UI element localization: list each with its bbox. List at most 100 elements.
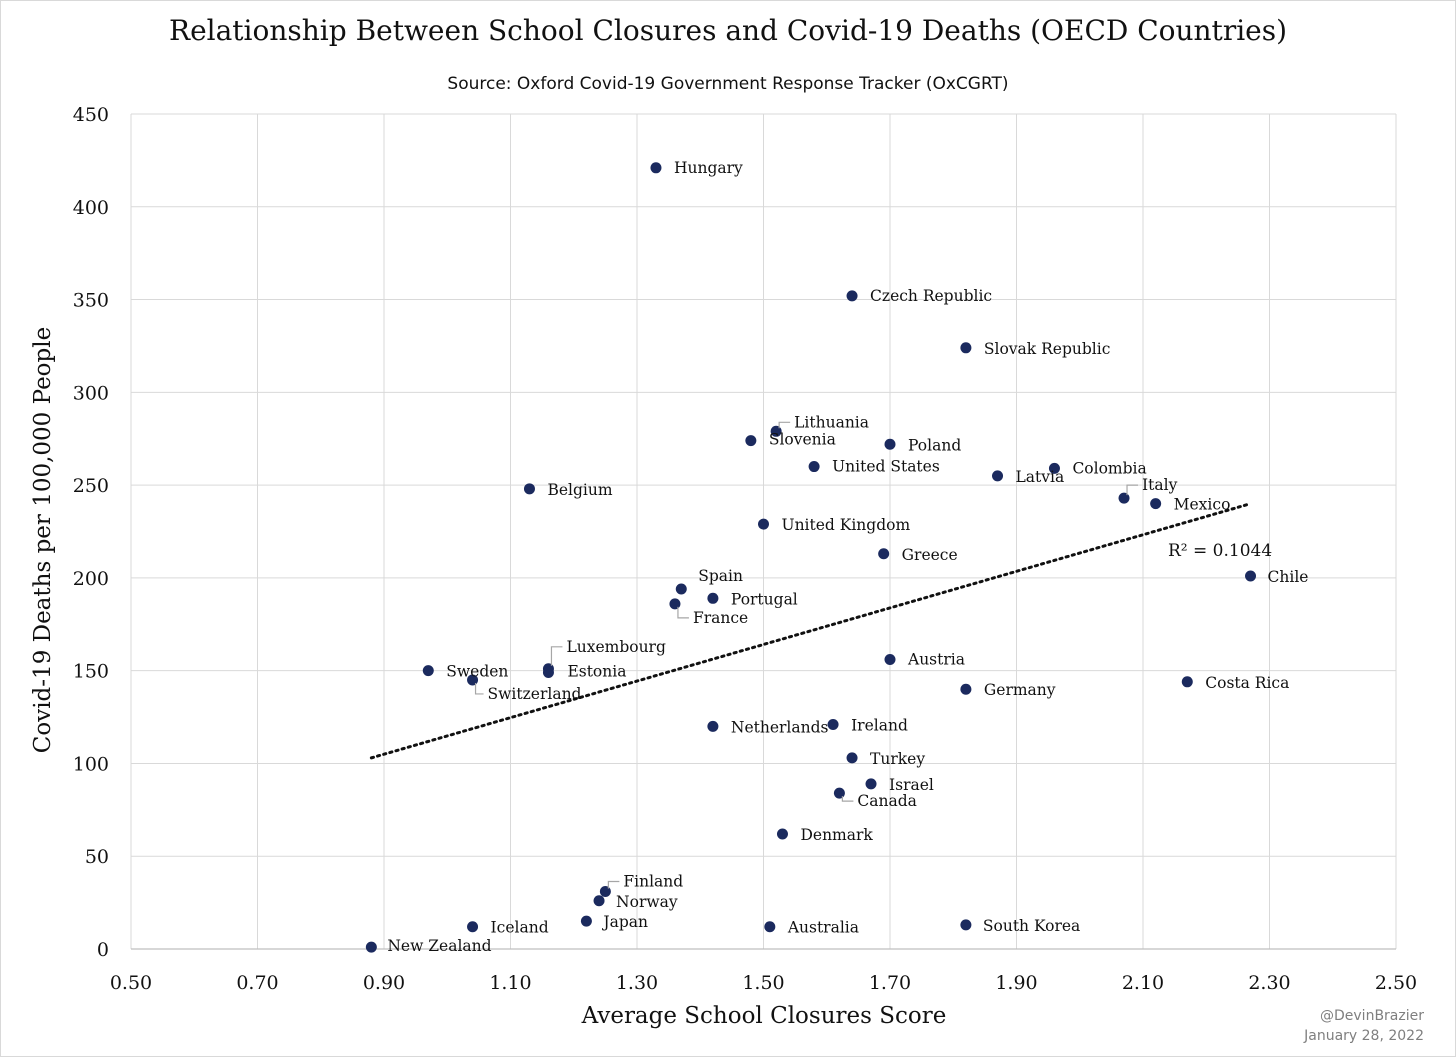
data-point <box>776 828 788 840</box>
y-tick-label: 300 <box>73 382 109 404</box>
point-label: Czech Republic <box>870 287 992 305</box>
label-leader-line <box>841 796 854 802</box>
data-point <box>1048 462 1060 474</box>
point-label: Slovak Republic <box>984 340 1111 358</box>
data-point <box>960 342 972 354</box>
y-tick-label: 100 <box>73 753 109 775</box>
author-handle: @DevinBrazier <box>1320 1008 1424 1024</box>
point-label: Switzerland <box>488 685 582 703</box>
data-point <box>1245 570 1257 582</box>
point-label: Latvia <box>1016 468 1065 486</box>
data-point <box>992 470 1004 482</box>
data-point <box>650 162 662 174</box>
point-label: Colombia <box>1072 459 1146 477</box>
data-point <box>846 290 858 302</box>
point-label: Norway <box>616 893 678 911</box>
data-point <box>758 518 769 530</box>
point-label: Luxembourg <box>566 638 666 656</box>
gridlines <box>130 113 1397 950</box>
point-label: United States <box>832 458 940 476</box>
data-point <box>542 667 554 679</box>
point-label: Costa Rica <box>1205 674 1289 692</box>
data-point <box>669 598 681 610</box>
data-point <box>1150 498 1162 510</box>
x-tick-label: 1.30 <box>616 972 658 994</box>
point-label: South Korea <box>983 917 1080 935</box>
point-label: Netherlands <box>731 718 829 736</box>
data-point <box>523 483 535 495</box>
label-leader-line <box>1126 484 1139 496</box>
point-label: Chile <box>1268 568 1309 586</box>
x-tick-label: 2.50 <box>1375 972 1417 994</box>
data-point <box>467 674 479 686</box>
point-label: Australia <box>787 919 859 937</box>
data-point <box>833 787 845 799</box>
x-tick-label: 2.10 <box>1122 972 1164 994</box>
point-label: Lithuania <box>794 413 869 431</box>
data-point <box>599 885 611 897</box>
point-label: Slovenia <box>769 431 836 449</box>
y-tick-label: 50 <box>85 846 109 868</box>
data-point <box>884 438 896 450</box>
data-point <box>365 941 377 953</box>
r-squared-label: R² = 0.1044 <box>1168 541 1272 561</box>
x-tick-label: 0.70 <box>236 972 278 994</box>
x-tick-label: 1.50 <box>742 972 784 994</box>
point-label: Poland <box>908 436 961 454</box>
point-label: Sweden <box>446 663 508 681</box>
point-label: Ireland <box>851 716 908 734</box>
label-leader-line <box>677 606 689 619</box>
x-tick-label: 0.50 <box>110 972 152 994</box>
point-label: Japan <box>601 913 648 931</box>
y-tick-label: 200 <box>73 568 109 590</box>
data-point <box>1118 492 1130 504</box>
data-points <box>365 162 1257 953</box>
point-label: Canada <box>857 792 917 810</box>
data-point <box>764 921 776 933</box>
y-tick-label: 150 <box>73 661 109 683</box>
point-label: Finland <box>623 872 683 890</box>
point-label: Estonia <box>567 663 626 681</box>
chart-subtitle: Source: Oxford Covid-19 Government Respo… <box>447 74 1009 94</box>
point-label: France <box>693 609 748 627</box>
chart-title: Relationship Between School Closures and… <box>168 14 1288 47</box>
point-label: Italy <box>1142 476 1178 494</box>
data-point <box>593 895 605 907</box>
data-point <box>884 654 896 666</box>
data-point <box>878 548 890 560</box>
x-axis-ticks: 0.50 0.70 0.90 1.10 1.30 1.50 1.70 1.90 2.10 2.30… <box>110 972 1417 994</box>
trendline <box>369 502 1253 760</box>
y-tick-label: 350 <box>73 290 109 312</box>
data-point <box>960 683 972 695</box>
y-tick-label: 0 <box>97 939 109 961</box>
point-label: Portugal <box>731 590 798 608</box>
data-point <box>960 919 972 931</box>
point-labels: Hungary Czech Republic Slovak Republic Lith… <box>387 159 1308 955</box>
label-leader-line <box>550 646 563 666</box>
point-label: Hungary <box>674 159 743 177</box>
point-label: United Kingdom <box>782 516 911 534</box>
point-label: Mexico <box>1174 496 1231 514</box>
y-axis-ticks: 0 50 100 150 200 250 300 350 400 450 <box>73 104 109 961</box>
data-point <box>770 425 782 437</box>
x-tick-label: 1.90 <box>995 972 1037 994</box>
data-point <box>707 592 719 604</box>
point-label: Austria <box>907 651 965 669</box>
y-tick-label: 250 <box>73 475 109 497</box>
data-point <box>846 752 858 764</box>
point-label: Greece <box>902 546 958 564</box>
point-label: Germany <box>984 681 1056 699</box>
data-point <box>745 435 757 447</box>
data-point <box>675 583 687 595</box>
label-leader-line <box>474 682 484 695</box>
point-label: Spain <box>698 567 743 585</box>
x-tick-label: 2.30 <box>1248 972 1290 994</box>
point-label: Turkey <box>870 750 925 768</box>
data-point <box>808 461 820 473</box>
data-point <box>707 720 719 732</box>
label-leader-line <box>607 880 620 889</box>
data-point <box>865 778 877 790</box>
x-tick-label: 1.10 <box>489 972 531 994</box>
y-tick-label: 450 <box>73 104 109 126</box>
